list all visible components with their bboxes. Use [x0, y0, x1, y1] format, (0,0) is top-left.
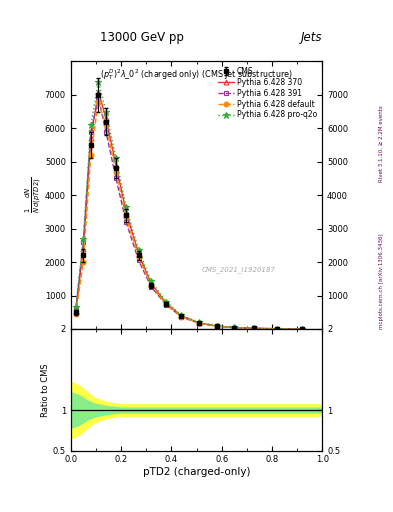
Pythia 6.428 370 — [88, 135, 93, 141]
Pythia 6.428 default — [149, 283, 154, 289]
Pythia 6.428 370 — [114, 162, 118, 168]
Pythia 6.428 pro-q2o — [88, 122, 93, 128]
Pythia 6.428 370 — [300, 326, 305, 332]
Pythia 6.428 391 — [88, 129, 93, 135]
Pythia 6.428 370 — [124, 209, 129, 215]
Y-axis label: $\frac{1}{N}\frac{dN}{d(pTD2)}$: $\frac{1}{N}\frac{dN}{d(pTD2)}$ — [24, 177, 43, 213]
Text: mcplots.cern.ch [arXiv:1306.3436]: mcplots.cern.ch [arXiv:1306.3436] — [379, 234, 384, 329]
Line: Pythia 6.428 391: Pythia 6.428 391 — [73, 96, 305, 331]
Pythia 6.428 391 — [73, 306, 78, 312]
Pythia 6.428 370 — [73, 308, 78, 314]
Pythia 6.428 default — [88, 152, 93, 158]
Pythia 6.428 391 — [232, 325, 237, 331]
Pythia 6.428 pro-q2o — [300, 326, 305, 332]
Pythia 6.428 pro-q2o — [81, 236, 86, 242]
Pythia 6.428 391 — [81, 239, 86, 245]
Pythia 6.428 default — [136, 254, 141, 260]
Pythia 6.428 370 — [275, 326, 279, 332]
Pythia 6.428 391 — [149, 284, 154, 290]
Pythia 6.428 default — [275, 326, 279, 332]
Pythia 6.428 pro-q2o — [232, 325, 237, 331]
Pythia 6.428 391 — [252, 325, 257, 331]
Pythia 6.428 pro-q2o — [214, 323, 219, 329]
Text: 13000 GeV pp: 13000 GeV pp — [99, 31, 184, 44]
Pythia 6.428 default — [164, 301, 169, 307]
Text: Jets: Jets — [301, 31, 322, 44]
Pythia 6.428 370 — [104, 115, 108, 121]
Pythia 6.428 default — [114, 169, 118, 175]
Line: Pythia 6.428 default: Pythia 6.428 default — [73, 99, 305, 331]
Y-axis label: Ratio to CMS: Ratio to CMS — [41, 363, 50, 417]
Pythia 6.428 370 — [149, 281, 154, 287]
Pythia 6.428 391 — [179, 314, 184, 320]
Pythia 6.428 pro-q2o — [136, 247, 141, 253]
Pythia 6.428 pro-q2o — [275, 326, 279, 332]
Pythia 6.428 default — [81, 259, 86, 265]
Pythia 6.428 391 — [104, 129, 108, 135]
Pythia 6.428 370 — [232, 325, 237, 331]
Pythia 6.428 391 — [124, 219, 129, 225]
Text: CMS_2021_I1920187: CMS_2021_I1920187 — [202, 267, 275, 273]
Line: Pythia 6.428 pro-q2o: Pythia 6.428 pro-q2o — [73, 78, 305, 332]
Pythia 6.428 391 — [164, 302, 169, 308]
Pythia 6.428 370 — [136, 251, 141, 257]
Pythia 6.428 370 — [96, 89, 101, 95]
Pythia 6.428 default — [124, 214, 129, 220]
Pythia 6.428 391 — [214, 323, 219, 329]
Legend: CMS, Pythia 6.428 370, Pythia 6.428 391, Pythia 6.428 default, Pythia 6.428 pro-: CMS, Pythia 6.428 370, Pythia 6.428 391,… — [217, 65, 318, 121]
Pythia 6.428 370 — [81, 246, 86, 252]
Pythia 6.428 370 — [179, 313, 184, 319]
Line: Pythia 6.428 370: Pythia 6.428 370 — [73, 89, 305, 331]
Pythia 6.428 pro-q2o — [252, 325, 257, 331]
Pythia 6.428 370 — [164, 300, 169, 306]
Pythia 6.428 370 — [252, 325, 257, 331]
X-axis label: pTD2 (charged-only): pTD2 (charged-only) — [143, 467, 250, 477]
Pythia 6.428 370 — [196, 319, 201, 326]
Pythia 6.428 391 — [196, 320, 201, 326]
Pythia 6.428 pro-q2o — [114, 155, 118, 161]
Pythia 6.428 default — [96, 98, 101, 104]
Pythia 6.428 pro-q2o — [196, 319, 201, 326]
Pythia 6.428 default — [232, 325, 237, 331]
Pythia 6.428 pro-q2o — [73, 304, 78, 310]
Pythia 6.428 default — [179, 313, 184, 319]
Pythia 6.428 pro-q2o — [164, 299, 169, 305]
Pythia 6.428 pro-q2o — [149, 279, 154, 285]
Pythia 6.428 pro-q2o — [96, 78, 101, 84]
Pythia 6.428 370 — [214, 323, 219, 329]
Pythia 6.428 default — [252, 325, 257, 331]
Pythia 6.428 default — [196, 320, 201, 326]
Pythia 6.428 default — [73, 311, 78, 317]
Pythia 6.428 default — [104, 122, 108, 128]
Pythia 6.428 391 — [136, 258, 141, 264]
Pythia 6.428 pro-q2o — [104, 109, 108, 115]
Pythia 6.428 default — [214, 323, 219, 329]
Pythia 6.428 default — [300, 326, 305, 332]
Text: $(p_T^D)^2\lambda\_0^2$ (charged only) (CMS jet substructure): $(p_T^D)^2\lambda\_0^2$ (charged only) (… — [100, 67, 293, 82]
Pythia 6.428 pro-q2o — [179, 312, 184, 318]
Pythia 6.428 391 — [300, 326, 305, 332]
Pythia 6.428 391 — [275, 326, 279, 332]
Pythia 6.428 391 — [96, 95, 101, 101]
Text: Rivet 3.1.10, ≥ 2.2M events: Rivet 3.1.10, ≥ 2.2M events — [379, 105, 384, 182]
Pythia 6.428 pro-q2o — [124, 204, 129, 210]
Pythia 6.428 391 — [114, 176, 118, 182]
